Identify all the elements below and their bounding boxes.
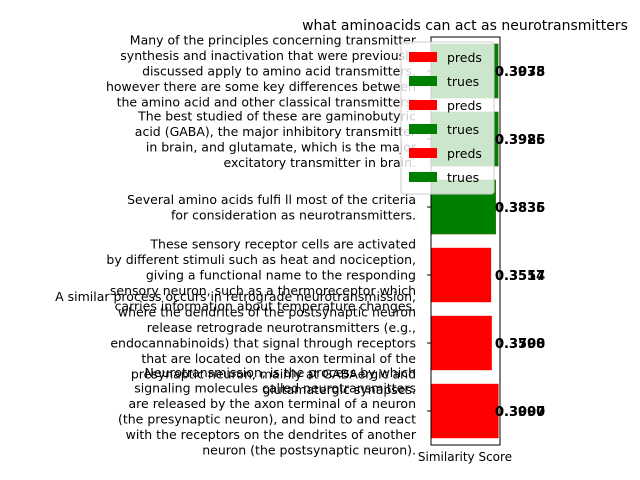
legend-swatch-4 [409, 148, 437, 158]
value-label-4-1: 0.3926 [495, 133, 545, 148]
y-tick-label-5: Many of the principles concerning transm… [106, 33, 417, 110]
legend-label-4: preds [447, 146, 482, 161]
value-label-1-0: 0.3598 [495, 337, 545, 352]
value-label-4-0: 0.3985 [495, 133, 545, 148]
y-tick-label-1: A similar process occurs in retrograde n… [55, 289, 416, 397]
legend-swatch-3 [409, 124, 437, 134]
value-label-0-0: 0.3997 [495, 405, 545, 420]
value-label-0-1: 0.3000 [495, 405, 545, 420]
legend-swatch-5 [409, 172, 437, 182]
value-label-3-0: 0.3835 [495, 201, 545, 216]
bar-preds-1 [431, 315, 492, 371]
chart-title: what aminoacids can act as neurotransmit… [302, 18, 628, 34]
value-label-2-1: 0.3514 [495, 269, 545, 284]
bar-preds-0 [431, 383, 499, 439]
bar-preds-2 [431, 247, 492, 303]
axes-frame [430, 36, 501, 446]
x-axis-label: Similarity Score [418, 450, 512, 464]
legend-swatch-0 [409, 52, 437, 62]
value-label-1-1: 0.3700 [495, 337, 545, 352]
value-label-5-1: 0.3035 [495, 65, 545, 80]
value-label-2-0: 0.3557 [495, 269, 545, 284]
legend-label-1: trues [447, 74, 479, 89]
y-tick-label-0: Neurotransmission, is the process by whi… [118, 365, 417, 458]
y-tick-labels-group: Neurotransmission, is the process by whi… [55, 33, 417, 458]
value-label-5-0: 0.3978 [495, 65, 545, 80]
legend: preds trues preds trues preds trues [400, 41, 495, 195]
y-tick-label-4: The best studied of these are gaminobuty… [135, 108, 417, 170]
y-tick-label-3: Several amino acids fulfi ll most of the… [127, 192, 416, 223]
legend-label-5: trues [447, 170, 479, 185]
legend-label-0: preds [447, 50, 482, 65]
legend-label-3: trues [447, 122, 479, 137]
legend-swatch-2 [409, 100, 437, 110]
value-label-3-1: 0.3836 [495, 201, 545, 216]
y-tick-label-2: These sensory receptor cells are activat… [106, 237, 416, 314]
legend-swatch-1 [409, 76, 437, 86]
legend-label-2: preds [447, 98, 482, 113]
